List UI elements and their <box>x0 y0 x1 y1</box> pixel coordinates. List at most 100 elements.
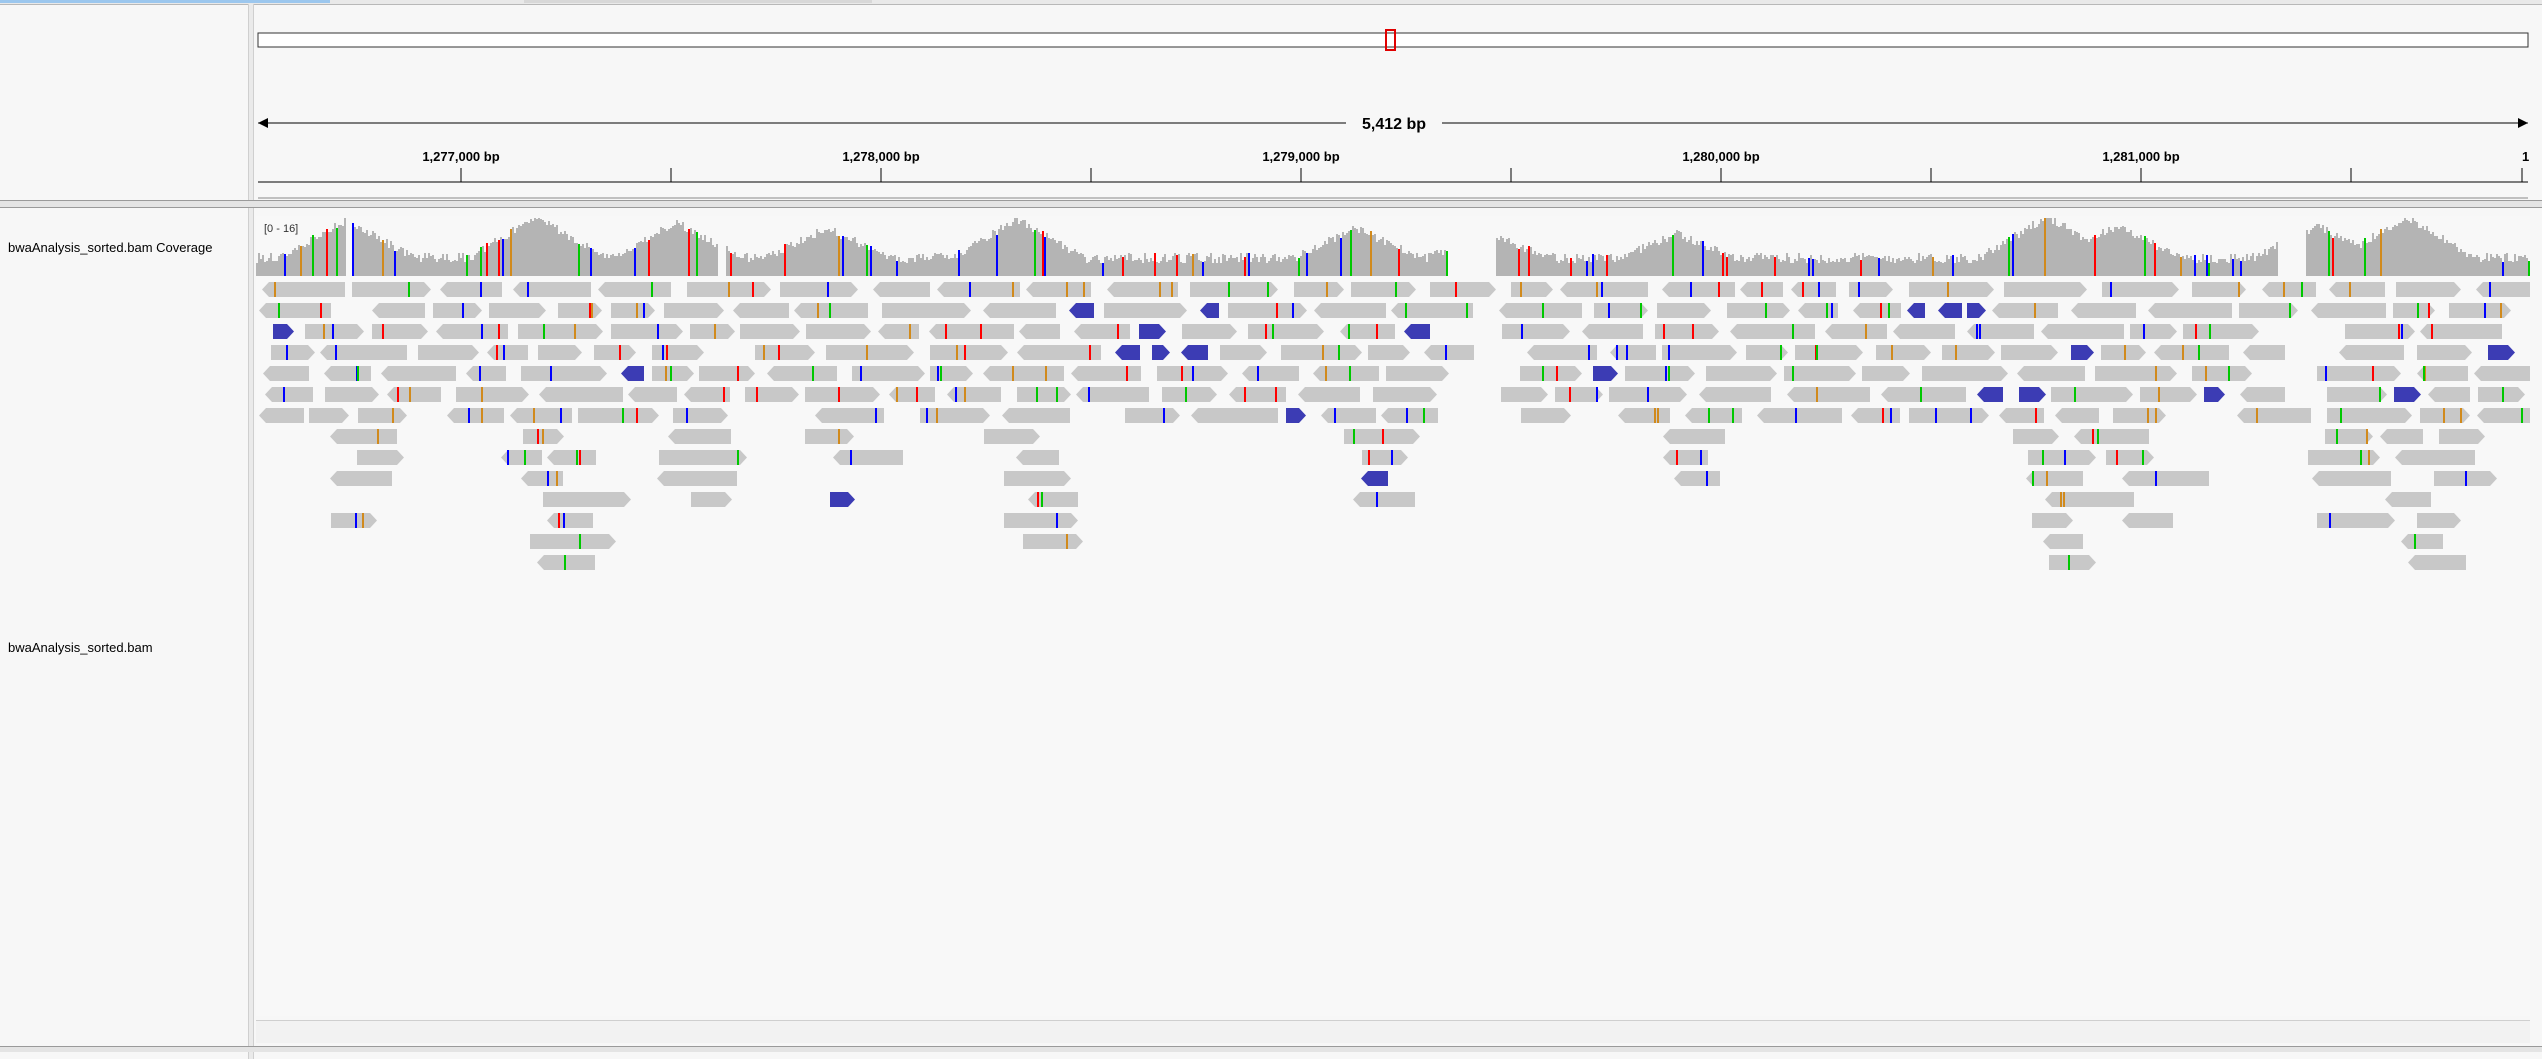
aligned-read[interactable] <box>538 345 582 360</box>
aligned-read[interactable] <box>1663 429 1725 444</box>
aligned-read[interactable] <box>2045 492 2134 507</box>
aligned-read[interactable] <box>1017 345 1101 360</box>
aligned-read[interactable] <box>1663 450 1708 465</box>
aligned-read[interactable] <box>983 366 1064 381</box>
aligned-read[interactable] <box>684 387 730 402</box>
alignment-reads[interactable] <box>259 282 2530 570</box>
aligned-read[interactable] <box>558 303 602 318</box>
aligned-read[interactable] <box>1286 408 1306 423</box>
aligned-read[interactable] <box>1152 345 1170 360</box>
aligned-read[interactable] <box>547 513 593 528</box>
aligned-read[interactable] <box>1851 408 1900 423</box>
aligned-read[interactable] <box>1361 471 1388 486</box>
aligned-read[interactable] <box>852 366 925 381</box>
aligned-read[interactable] <box>1074 324 1130 339</box>
aligned-read[interactable] <box>2417 345 2472 360</box>
aligned-read[interactable] <box>539 387 623 402</box>
aligned-read[interactable] <box>1706 366 1777 381</box>
aligned-read[interactable] <box>2311 303 2386 318</box>
aligned-read[interactable] <box>2476 282 2530 297</box>
aligned-read[interactable] <box>2401 534 2443 549</box>
aligned-read[interactable] <box>1386 366 1449 381</box>
aligned-read[interactable] <box>1685 408 1742 423</box>
aligned-read[interactable] <box>1520 366 1582 381</box>
aligned-read[interactable] <box>2192 282 2246 297</box>
aligned-read[interactable] <box>510 408 572 423</box>
aligned-read[interactable] <box>2339 345 2404 360</box>
aligned-read[interactable] <box>2004 282 2087 297</box>
aligned-read[interactable] <box>1190 282 1278 297</box>
aligned-read[interactable] <box>673 408 728 423</box>
aligned-read[interactable] <box>1016 450 1059 465</box>
aligned-read[interactable] <box>805 429 854 444</box>
aligned-read[interactable] <box>690 324 735 339</box>
aligned-read[interactable] <box>1115 345 1140 360</box>
aligned-read[interactable] <box>1181 345 1208 360</box>
aligned-read[interactable] <box>309 408 349 423</box>
aligned-read[interactable] <box>2417 513 2461 528</box>
aligned-read[interactable] <box>418 345 479 360</box>
aligned-read[interactable] <box>2122 471 2209 486</box>
chromosome-ideogram[interactable] <box>257 32 2529 48</box>
aligned-read[interactable] <box>1381 408 1438 423</box>
aligned-read[interactable] <box>1026 282 1091 297</box>
aligned-read[interactable] <box>2071 345 2094 360</box>
aligned-read[interactable] <box>1625 366 1695 381</box>
aligned-read[interactable] <box>1220 345 1267 360</box>
aligned-read[interactable] <box>1373 387 1437 402</box>
aligned-read[interactable] <box>1795 345 1863 360</box>
aligned-read[interactable] <box>1791 282 1836 297</box>
aligned-read[interactable] <box>2102 282 2179 297</box>
aligned-read[interactable] <box>2243 345 2285 360</box>
aligned-read[interactable] <box>2393 303 2435 318</box>
aligned-read[interactable] <box>1967 303 1986 318</box>
aligned-read[interactable] <box>947 387 1001 402</box>
aligned-read[interactable] <box>628 387 677 402</box>
aligned-read[interactable] <box>1746 345 1788 360</box>
aligned-read[interactable] <box>1662 282 1735 297</box>
aligned-read[interactable] <box>668 429 731 444</box>
aligned-read[interactable] <box>1104 303 1187 318</box>
aligned-read[interactable] <box>521 471 563 486</box>
aligned-read[interactable] <box>2327 387 2387 402</box>
aligned-read[interactable] <box>2327 408 2412 423</box>
aligned-read[interactable] <box>2140 387 2197 402</box>
aligned-read[interactable] <box>830 492 855 507</box>
aligned-read[interactable] <box>1853 303 1901 318</box>
aligned-read[interactable] <box>1511 282 1553 297</box>
aligned-read[interactable] <box>357 450 404 465</box>
aligned-read[interactable] <box>621 366 644 381</box>
aligned-read[interactable] <box>1002 408 1070 423</box>
aligned-read[interactable] <box>1521 408 1571 423</box>
aligned-read[interactable] <box>2477 408 2530 423</box>
aligned-read[interactable] <box>740 324 800 339</box>
aligned-read[interactable] <box>1314 303 1386 318</box>
aligned-read[interactable] <box>1893 324 1955 339</box>
aligned-read[interactable] <box>2262 282 2316 297</box>
aligned-read[interactable] <box>930 345 1008 360</box>
aligned-read[interactable] <box>2032 513 2073 528</box>
aligned-read[interactable] <box>2028 450 2096 465</box>
aligned-read[interactable] <box>547 450 596 465</box>
aligned-read[interactable] <box>2019 387 2046 402</box>
aligned-read[interactable] <box>889 387 935 402</box>
aligned-read[interactable] <box>664 303 724 318</box>
aligned-read[interactable] <box>594 345 636 360</box>
aligned-read[interactable] <box>2013 429 2059 444</box>
aligned-read[interactable] <box>1028 492 1078 507</box>
aligned-read[interactable] <box>518 324 603 339</box>
aligned-read[interactable] <box>1313 366 1379 381</box>
aligned-read[interactable] <box>331 513 377 528</box>
aligned-read[interactable] <box>805 387 880 402</box>
aligned-read[interactable] <box>2420 324 2502 339</box>
aligned-read[interactable] <box>1657 303 1711 318</box>
aligned-read[interactable] <box>305 324 364 339</box>
aligned-read[interactable] <box>1876 345 1931 360</box>
aligned-read[interactable] <box>1069 303 1094 318</box>
aligned-read[interactable] <box>611 324 683 339</box>
aligned-read[interactable] <box>487 345 528 360</box>
aligned-read[interactable] <box>466 366 506 381</box>
aligned-read[interactable] <box>273 324 294 339</box>
aligned-read[interactable] <box>1787 387 1870 402</box>
aligned-read[interactable] <box>1125 408 1180 423</box>
